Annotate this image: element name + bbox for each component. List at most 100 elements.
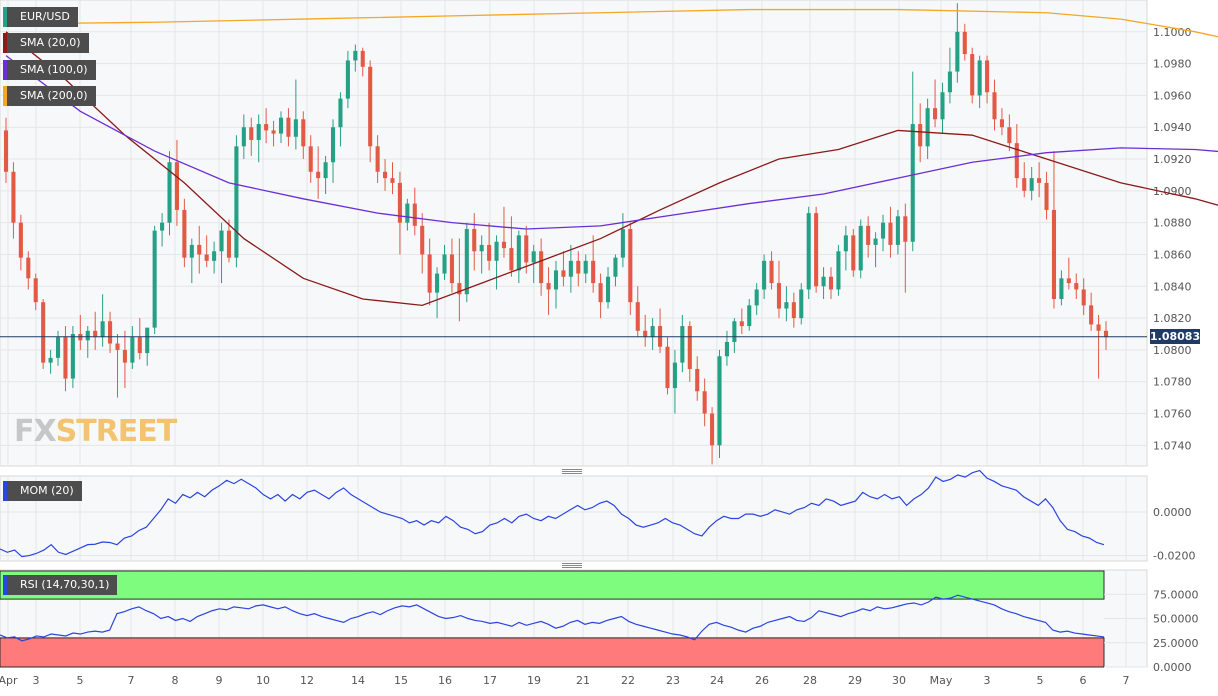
candle-bull xyxy=(613,257,618,277)
candle-bear xyxy=(368,66,373,147)
candle-bear xyxy=(501,241,507,249)
legend-rsi[interactable]: RSI (14,70,30,1) xyxy=(3,575,118,595)
candle-bull xyxy=(435,273,440,293)
candle-bear xyxy=(271,130,276,134)
candle-bull xyxy=(583,260,588,274)
x-tick-label: 3 xyxy=(33,674,40,687)
y-tick-label-rsi: 25.0000 xyxy=(1153,637,1199,650)
candle-bear xyxy=(204,254,209,261)
y-tick-label-main: 1.0980 xyxy=(1153,58,1192,71)
candle-bear xyxy=(776,283,782,309)
candle-bull xyxy=(479,244,484,252)
candle-bear xyxy=(18,222,23,258)
candle-bear xyxy=(11,171,16,223)
candle-bull xyxy=(234,146,239,258)
legend-sma100-label: SMA (100,0) xyxy=(20,63,88,76)
candle-bull xyxy=(762,260,767,290)
sma100-line xyxy=(5,55,1218,230)
candle-bear xyxy=(122,349,127,363)
last-price-tag: 1.08083 xyxy=(1150,329,1201,344)
candle-bull xyxy=(553,270,559,290)
candle-bull xyxy=(620,229,625,258)
x-tick-label: 5 xyxy=(1037,674,1044,687)
candle-bear xyxy=(375,146,380,172)
candle-bull xyxy=(955,31,960,72)
candle-bear xyxy=(598,283,603,303)
candle-bull xyxy=(747,305,752,327)
candle-bull xyxy=(70,333,75,379)
candle-bear xyxy=(108,321,113,344)
candle-bull xyxy=(821,276,826,287)
legend-sma200[interactable]: SMA (200,0) xyxy=(3,86,96,106)
candle-bull xyxy=(241,127,246,147)
x-tick-label: 24 xyxy=(710,674,724,687)
mom-line xyxy=(0,469,1105,558)
candle-bear xyxy=(1037,178,1042,183)
candle-bear xyxy=(26,257,31,279)
candle-bear xyxy=(918,124,923,147)
pane-resize-handle-mom[interactable] xyxy=(562,469,582,474)
candle-bear xyxy=(420,225,425,255)
legend-rsi-label: RSI (14,70,30,1) xyxy=(20,578,110,591)
candle-bear xyxy=(509,248,514,271)
candle-bull xyxy=(925,108,930,147)
candle-bear xyxy=(449,254,454,284)
candle-bear xyxy=(316,171,321,179)
candle-bull xyxy=(531,251,536,263)
candle-bull xyxy=(977,60,982,96)
candles-group xyxy=(3,3,1109,465)
candle-bear xyxy=(308,146,313,172)
candle-bear xyxy=(546,283,551,290)
x-tick-label: 16 xyxy=(438,674,452,687)
candle-bull xyxy=(784,302,789,309)
legend-mom[interactable]: MOM (20) xyxy=(3,481,82,501)
candle-bear xyxy=(576,260,581,274)
candle-bull xyxy=(880,222,886,239)
legend-symbol[interactable]: EUR/USD xyxy=(3,7,78,27)
x-tick-label: 3 xyxy=(984,674,991,687)
candle-bear xyxy=(635,302,640,331)
sma200-line xyxy=(5,8,1218,38)
y-tick-label-rsi: 50.0000 xyxy=(1153,613,1199,626)
candle-bull xyxy=(167,162,172,223)
candle-bear xyxy=(1044,182,1049,210)
candle-bull xyxy=(160,222,165,231)
candle-bear xyxy=(695,368,700,392)
y-tick-label-main: 1.0880 xyxy=(1153,217,1192,230)
legend-sma20[interactable]: SMA (20,0) xyxy=(3,33,89,53)
candle-bull xyxy=(330,127,336,163)
x-tick-label: 12 xyxy=(300,674,314,687)
y-tick-label-mom: -0.0200 xyxy=(1153,550,1195,563)
x-tick-label: 8 xyxy=(172,674,179,687)
candle-bear xyxy=(866,225,871,245)
candle-bull xyxy=(130,337,135,363)
candle-bull xyxy=(338,98,343,128)
legend-sma100[interactable]: SMA (100,0) xyxy=(3,60,96,80)
x-tick-label: 30 xyxy=(892,674,906,687)
candle-bull xyxy=(568,260,573,277)
candle-bull xyxy=(100,321,105,338)
candle-bear xyxy=(561,270,566,277)
candle-bear xyxy=(524,235,529,263)
watermark-fx: FX xyxy=(14,414,57,449)
candle-bull xyxy=(189,244,194,258)
legend-sma200-label: SMA (200,0) xyxy=(20,89,88,102)
candle-bull xyxy=(405,203,410,223)
candle-bear xyxy=(383,171,388,179)
x-tick-label: 7 xyxy=(1123,674,1130,687)
candle-bear xyxy=(739,321,744,327)
candle-bear xyxy=(249,127,254,140)
candle-bull xyxy=(464,229,469,295)
candle-bear xyxy=(427,254,432,293)
y-tick-label-main: 1.0800 xyxy=(1153,344,1192,357)
candle-bull xyxy=(345,60,350,99)
pane-resize-handle-rsi[interactable] xyxy=(562,563,582,568)
candle-bull xyxy=(650,326,655,338)
candle-bear xyxy=(628,229,633,303)
candle-bear xyxy=(591,260,596,284)
candle-bull xyxy=(910,124,915,242)
candle-bull xyxy=(293,119,298,137)
rsi-overbought-zone xyxy=(0,570,1105,600)
candle-bear xyxy=(1103,330,1109,338)
